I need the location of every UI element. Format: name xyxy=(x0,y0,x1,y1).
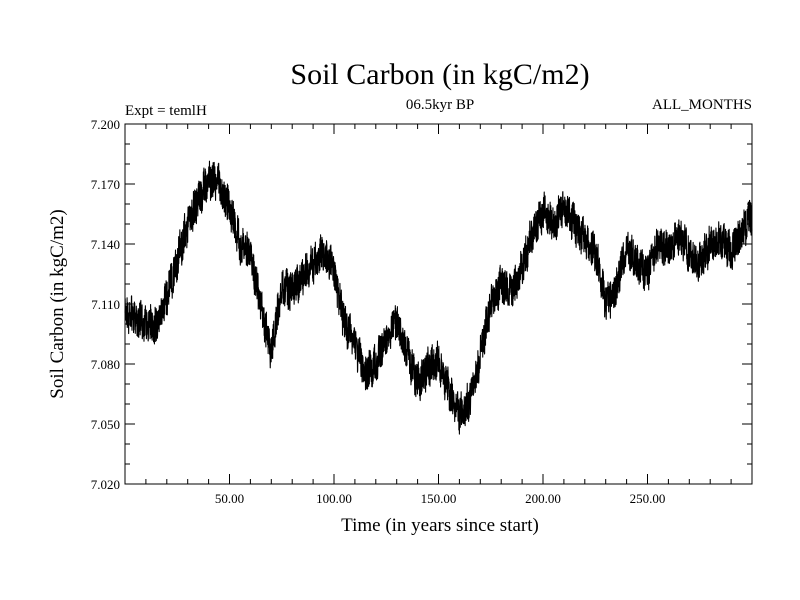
tick-layer: 7.020 7.050 7.080 7.110 7.140 7.170 7.200 50.00… xyxy=(91,117,752,506)
y-axis-label: Soil Carbon (in kgC/m2) xyxy=(47,209,68,398)
experiment-label: Expt = temlH xyxy=(125,103,207,119)
chart-title: Soil Carbon (in kgC/m2) xyxy=(290,58,589,91)
series-layer xyxy=(124,160,753,435)
series-line xyxy=(124,160,753,435)
y-tick-label: 7.200 xyxy=(91,117,120,132)
y-tick-label: 7.170 xyxy=(91,177,120,192)
period-label: 06.5kyr BP xyxy=(406,97,474,113)
x-tick-label: 150.00 xyxy=(421,491,457,506)
x-tick-label: 100.00 xyxy=(316,491,352,506)
y-tick-label: 7.080 xyxy=(91,357,120,372)
y-tick-label: 7.020 xyxy=(91,477,120,492)
months-label: ALL_MONTHS xyxy=(652,97,752,113)
y-tick-label: 7.140 xyxy=(91,237,120,252)
y-tick-label: 7.110 xyxy=(91,297,120,312)
x-tick-label: 250.00 xyxy=(630,491,666,506)
x-tick-label: 200.00 xyxy=(525,491,561,506)
y-tick-label: 7.050 xyxy=(91,417,120,432)
x-axis-label: Time (in years since start) xyxy=(341,515,539,536)
x-tick-label: 50.00 xyxy=(215,491,244,506)
